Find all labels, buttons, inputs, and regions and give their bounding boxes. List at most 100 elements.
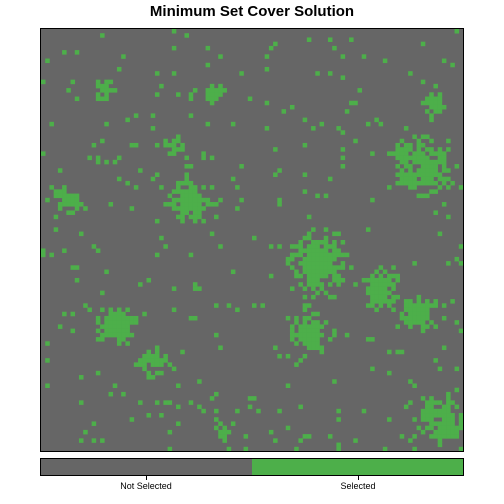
selected-cell bbox=[374, 307, 379, 313]
selected-cell bbox=[391, 273, 396, 279]
selected-cell bbox=[218, 429, 223, 435]
selected-cell bbox=[458, 261, 463, 266]
selected-cell bbox=[454, 164, 460, 169]
selected-cell bbox=[57, 189, 63, 194]
selected-cell bbox=[125, 328, 130, 334]
selected-cell bbox=[298, 404, 303, 410]
selected-cell bbox=[437, 185, 443, 190]
selected-cell bbox=[289, 328, 295, 334]
selected-cell bbox=[370, 277, 375, 283]
selected-cell bbox=[387, 349, 392, 355]
selected-cell bbox=[433, 434, 438, 439]
selected-cell bbox=[180, 142, 185, 148]
selected-cell bbox=[344, 109, 350, 114]
selected-cell bbox=[298, 337, 303, 342]
selected-cell bbox=[214, 96, 219, 102]
selected-cell bbox=[289, 252, 295, 258]
selected-cell bbox=[454, 434, 460, 439]
selected-cell bbox=[306, 315, 312, 321]
selected-cell bbox=[142, 358, 147, 363]
selected-cell bbox=[319, 345, 325, 351]
selected-cell bbox=[408, 71, 413, 76]
selected-cell bbox=[315, 269, 320, 275]
selected-cell bbox=[121, 315, 126, 321]
selected-cell bbox=[306, 235, 312, 241]
selected-cell bbox=[180, 193, 185, 199]
selected-cell bbox=[163, 244, 168, 249]
selected-cell bbox=[138, 362, 143, 367]
selected-cell bbox=[332, 328, 337, 334]
selected-cell bbox=[95, 337, 101, 342]
selected-cell bbox=[327, 176, 333, 182]
selected-cell bbox=[311, 324, 316, 329]
selected-cell bbox=[74, 197, 80, 203]
selected-cell bbox=[370, 366, 375, 372]
selected-cell bbox=[62, 189, 67, 194]
selected-cell bbox=[184, 33, 189, 38]
selected-cell bbox=[433, 100, 438, 106]
selected-cell bbox=[416, 299, 422, 304]
selected-cell bbox=[429, 168, 434, 173]
selected-cell bbox=[298, 244, 303, 249]
selected-cell bbox=[429, 400, 434, 405]
selected-cell bbox=[176, 180, 181, 186]
selected-cell bbox=[458, 425, 463, 431]
selected-cell bbox=[458, 421, 463, 426]
selected-cell bbox=[408, 400, 413, 405]
selected-cell bbox=[370, 273, 375, 279]
selected-cell bbox=[116, 332, 122, 338]
selected-cell bbox=[441, 202, 447, 207]
selected-cell bbox=[412, 320, 417, 325]
selected-cell bbox=[214, 417, 219, 422]
selected-cell bbox=[403, 176, 409, 182]
selected-cell bbox=[323, 248, 329, 253]
selected-cell bbox=[239, 197, 244, 203]
selected-cell bbox=[378, 121, 384, 127]
selected-cell bbox=[53, 227, 59, 232]
selected-cell bbox=[437, 96, 443, 102]
selected-cell bbox=[306, 248, 312, 253]
selected-cell bbox=[311, 244, 316, 249]
selected-cell bbox=[239, 71, 244, 76]
selected-cell bbox=[412, 176, 417, 182]
selected-cell bbox=[277, 353, 282, 359]
selected-cell bbox=[311, 227, 316, 232]
selected-cell bbox=[62, 248, 67, 253]
selected-cell bbox=[344, 332, 350, 338]
selected-cell bbox=[264, 126, 270, 131]
selected-cell bbox=[176, 185, 181, 190]
selected-cell bbox=[446, 429, 451, 435]
selected-cell bbox=[222, 88, 227, 93]
selected-cell bbox=[192, 214, 198, 220]
selected-cell bbox=[260, 303, 265, 308]
selected-cell bbox=[108, 79, 114, 85]
selected-cell bbox=[180, 197, 185, 203]
selected-cell bbox=[306, 261, 312, 266]
selected-cell bbox=[416, 311, 422, 317]
selected-cell bbox=[49, 252, 54, 258]
selected-cell bbox=[311, 261, 316, 266]
selected-cell bbox=[138, 400, 143, 405]
selected-cell bbox=[294, 269, 299, 275]
selected-cell bbox=[302, 117, 308, 123]
selected-cell bbox=[116, 311, 122, 317]
selected-cell bbox=[163, 142, 168, 148]
selected-cell bbox=[146, 277, 152, 283]
selected-cell bbox=[256, 408, 261, 414]
selected-cell bbox=[298, 324, 303, 329]
selected-cell bbox=[171, 197, 177, 203]
selected-cell bbox=[340, 265, 346, 270]
selected-cell bbox=[264, 66, 270, 72]
selected-cell bbox=[74, 50, 80, 55]
selected-cell bbox=[336, 231, 341, 237]
selected-cell bbox=[294, 273, 299, 279]
selected-cell bbox=[429, 404, 434, 410]
selected-cell bbox=[332, 277, 337, 283]
selected-cell bbox=[429, 159, 434, 165]
selected-cell bbox=[437, 408, 443, 414]
selected-cell bbox=[298, 282, 303, 287]
selected-cell bbox=[437, 92, 443, 97]
selected-cell bbox=[323, 256, 329, 262]
selected-cell bbox=[121, 337, 126, 342]
selected-cell bbox=[176, 404, 181, 410]
